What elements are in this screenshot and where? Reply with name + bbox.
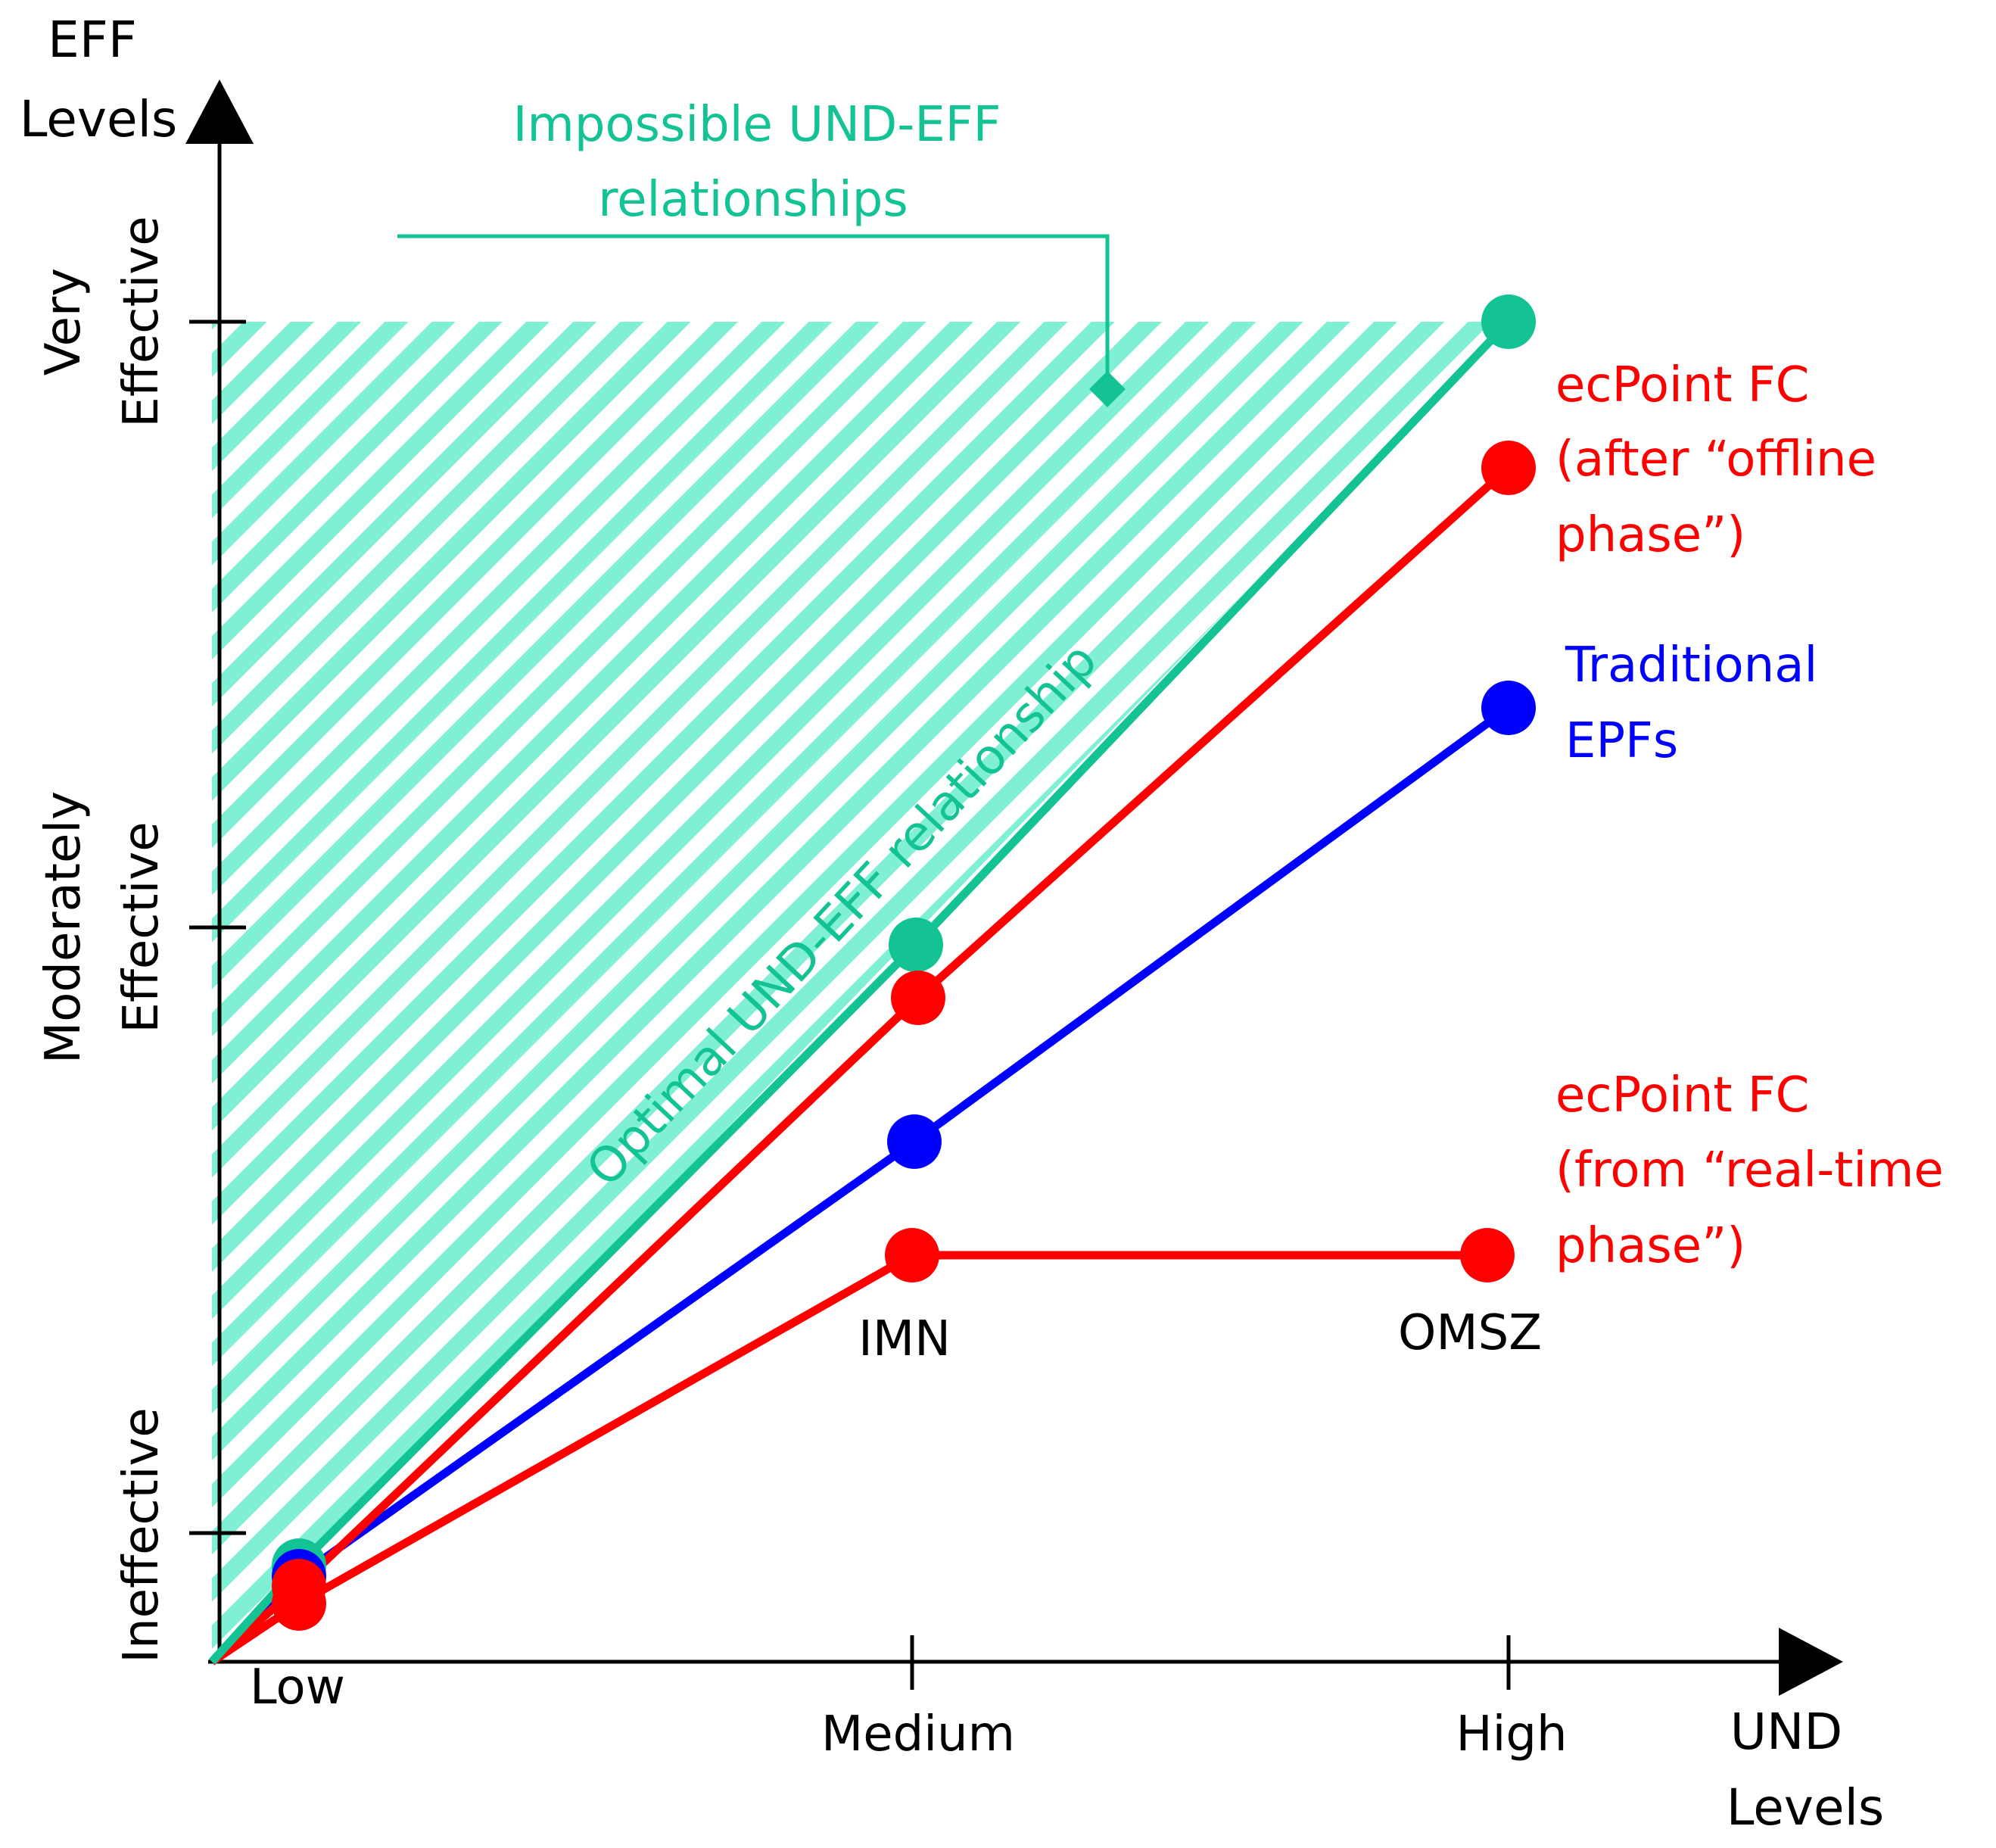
traditional-label-line1: Traditional — [1565, 637, 1817, 693]
y-tick-label-ineffective: Ineffective — [114, 1407, 170, 1663]
x-axis-title-line2: Levels — [1727, 1778, 1885, 1837]
y-axis-title-line2: Levels — [20, 90, 178, 148]
offline-label-line3: phase”) — [1555, 507, 1745, 563]
y-axis-arrow-icon — [185, 79, 254, 144]
x-tick-label-high: High — [1456, 1706, 1567, 1762]
series-line-optimal — [208, 319, 1512, 1665]
y-tick-label-very: Very — [36, 268, 92, 376]
offline-label-line2: (after “offline — [1555, 432, 1876, 488]
realtime-label-line1: ecPoint FC — [1555, 1067, 1809, 1123]
traditional-label-line2: EPFs — [1565, 713, 1678, 769]
impossible-callout-line — [397, 234, 1110, 388]
realtime-label-line3: phase”) — [1555, 1218, 1745, 1274]
marker-realtime-high — [1460, 1228, 1515, 1282]
imn-label: IMN — [858, 1311, 951, 1367]
marker-offline-medium — [891, 971, 945, 1025]
x-axis-arrow-icon — [1779, 1628, 1843, 1696]
y-tick-label-moderately: Moderately — [36, 791, 92, 1064]
realtime-label-line2: (from “real-time — [1555, 1142, 1944, 1198]
x-tick-label-medium: Medium — [821, 1706, 1015, 1762]
series-line-offline — [209, 464, 1512, 1666]
offline-label-line1: ecPoint FC — [1555, 357, 1809, 413]
series-line-realtime — [209, 1251, 1487, 1666]
impossible-label-line2: relationships — [598, 172, 908, 228]
impossible-label-line1: Impossible UND-EFF — [513, 97, 1001, 153]
y-axis-title-line1: EFF — [48, 11, 137, 69]
marker-offline-high — [1481, 441, 1536, 495]
marker-optimal-medium — [889, 918, 943, 972]
marker-traditional-medium — [887, 1114, 942, 1169]
x-tick-label-low: Low — [250, 1659, 345, 1716]
x-axis-title-line1: UND — [1730, 1703, 1843, 1761]
marker-realtime-medium — [885, 1228, 939, 1282]
callout-diamond-icon — [1089, 371, 1126, 407]
omsz-label: OMSZ — [1398, 1305, 1542, 1361]
y-tick-label-very-effective: Effective — [114, 216, 170, 427]
y-tick-label-moderately-effective: Effective — [114, 821, 170, 1033]
marker-optimal-high — [1481, 294, 1536, 349]
marker-traditional-high — [1481, 681, 1536, 735]
marker-offline-low — [272, 1559, 326, 1613]
